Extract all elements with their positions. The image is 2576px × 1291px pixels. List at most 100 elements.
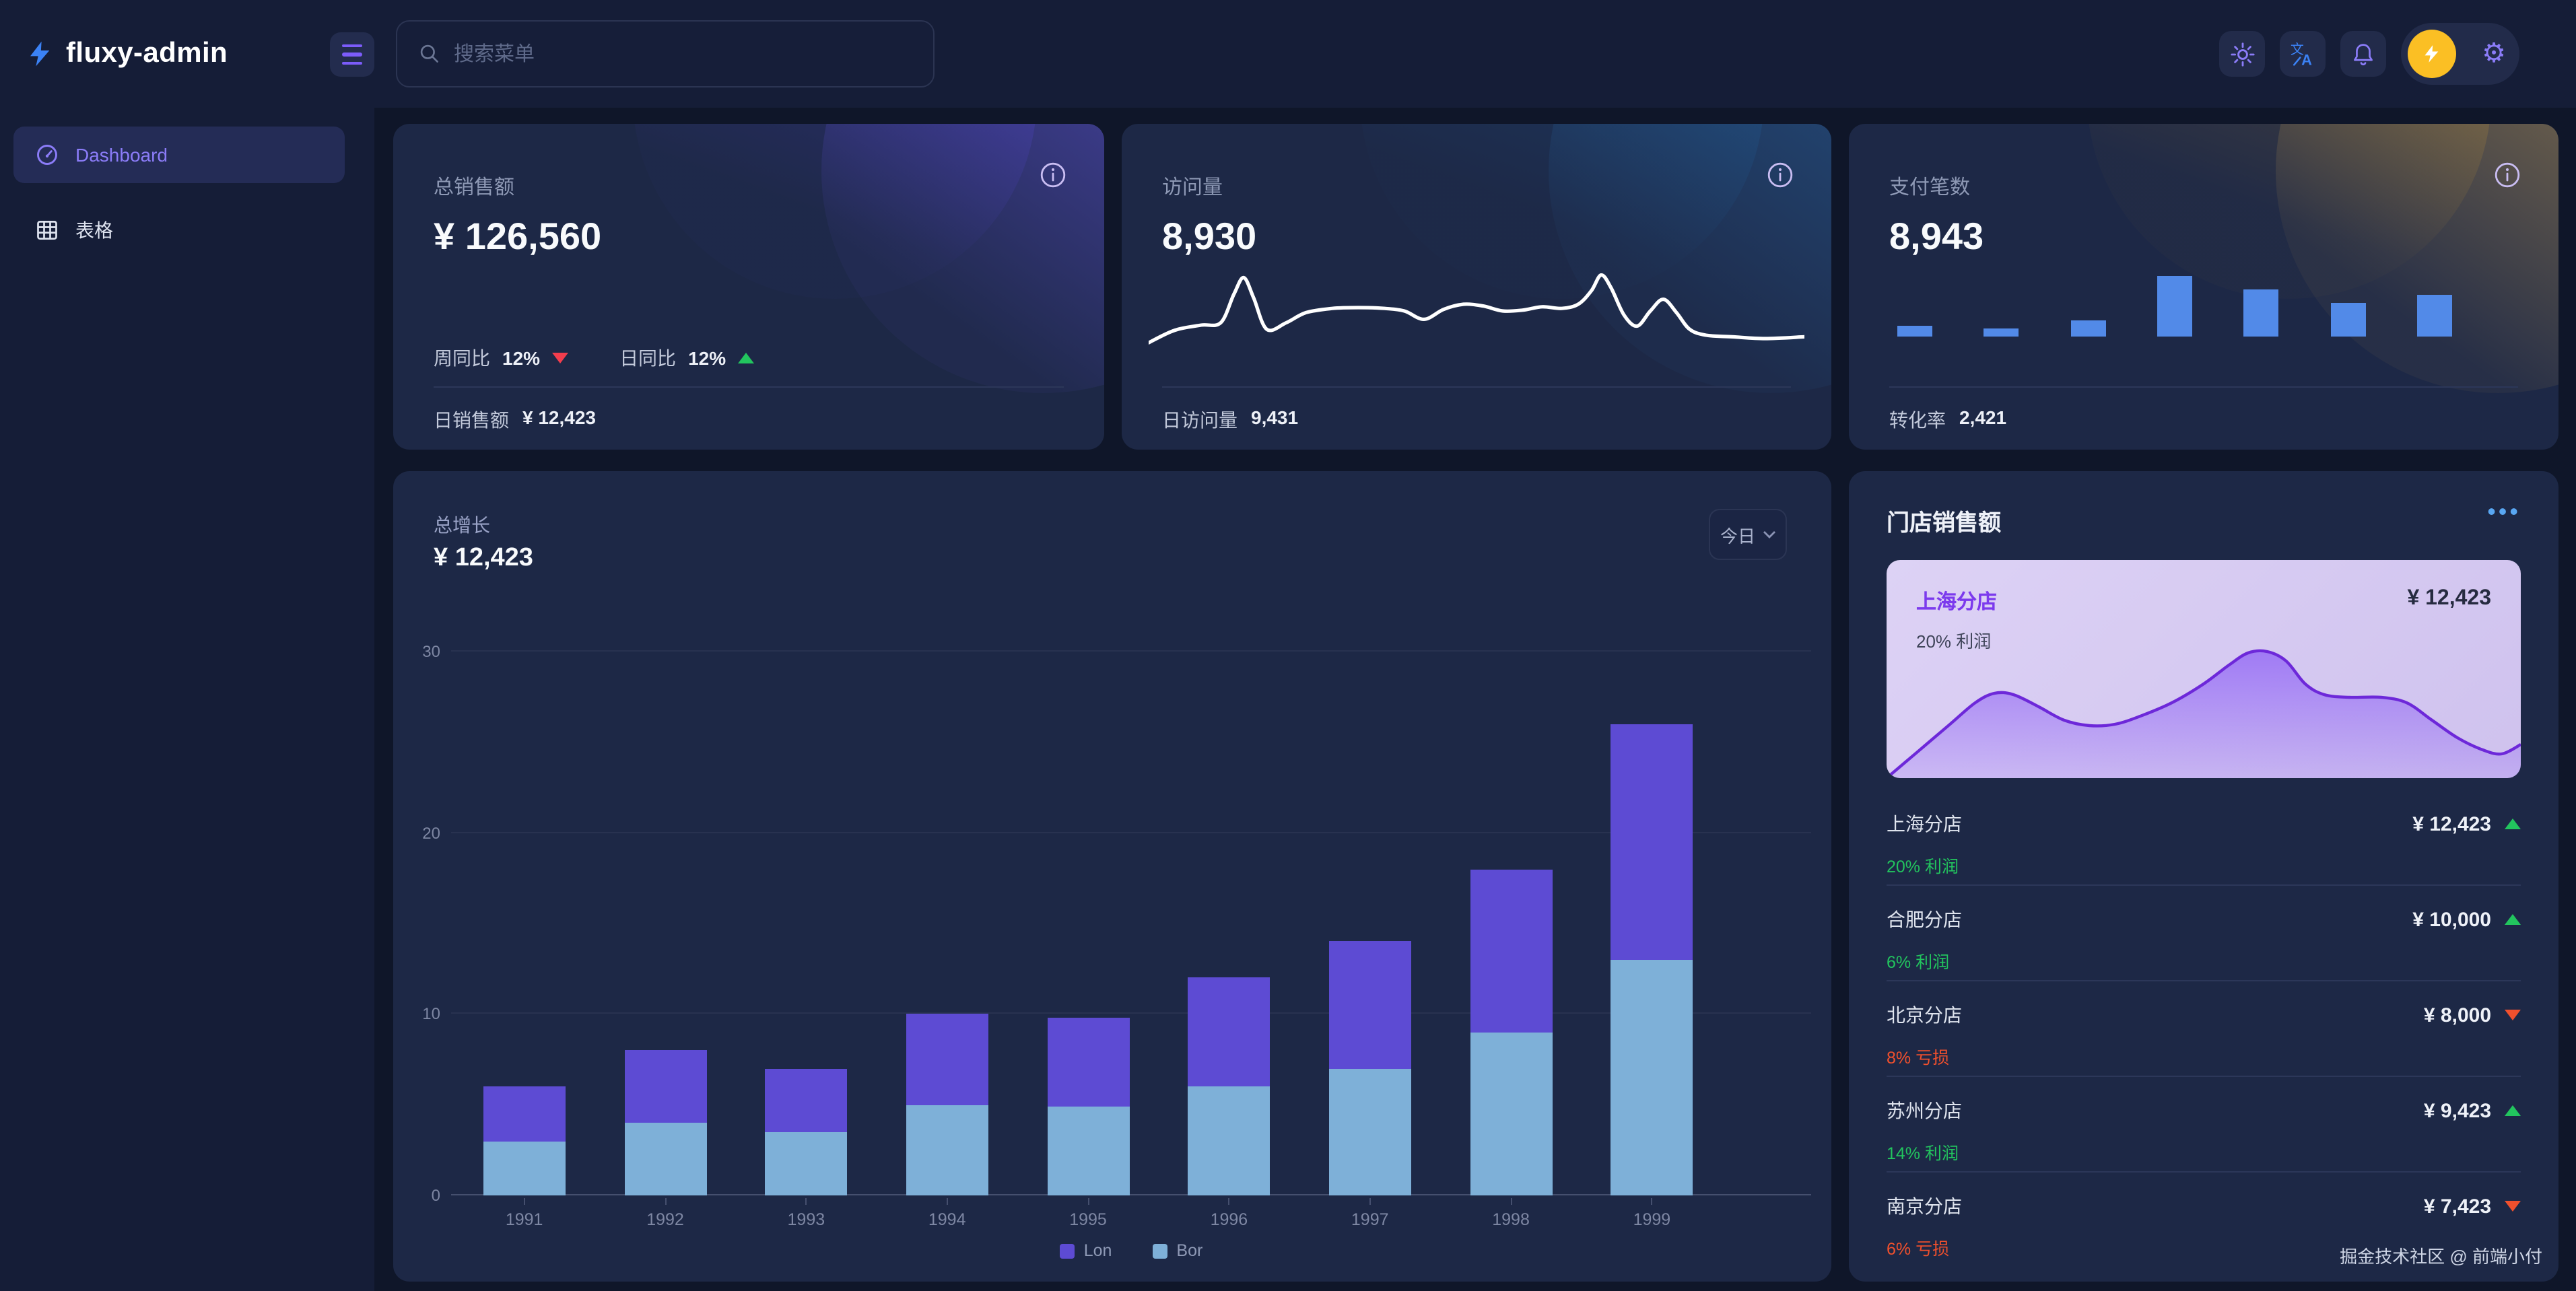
stat-card-total-sales: 总销售额 ¥ 126,560 周同比 12% 日同比 12% 日销售额 ¥ 12… [393, 124, 1104, 450]
x-tick-label: 1997 [1299, 1198, 1440, 1229]
visits-sparkline-chart [1149, 273, 1804, 345]
table-icon [37, 221, 57, 240]
x-tick-label: 1991 [454, 1198, 595, 1229]
growth-chart-card: 总增长 ¥ 12,423 今日 0 10 20 30 1991 1992 1993 1994… [393, 471, 1831, 1282]
divider [1889, 386, 2518, 388]
sidebar-item-label: 表格 [75, 219, 113, 241]
more-options-icon[interactable]: ••• [2487, 498, 2521, 525]
bar-1999 [1582, 652, 1722, 1195]
store-profit-label: 6% 利润 [1887, 953, 1950, 972]
store-row[interactable]: 南京分店 ¥ 7,423 6% 亏损 [1887, 1185, 2521, 1280]
store-row[interactable]: 北京分店 ¥ 8,000 8% 亏损 [1887, 993, 2521, 1089]
divider [434, 386, 1064, 388]
sun-icon [2230, 42, 2254, 66]
bar-1997 [1299, 652, 1440, 1195]
bar-1992 [595, 652, 735, 1195]
store-row[interactable]: 苏州分店 ¥ 9,423 14% 利润 [1887, 1089, 2521, 1185]
stat-footer-value: 9,431 [1251, 407, 1299, 428]
stat-footer-label: 转化率 [1889, 409, 1946, 431]
metric-daily: 日同比 12% [619, 345, 755, 372]
svg-text:文: 文 [2291, 42, 2304, 57]
store-row[interactable]: 上海分店 ¥ 12,423 20% 利润 [1887, 802, 2521, 898]
store-name: 南京分店 [1887, 1195, 1962, 1217]
info-icon[interactable] [1040, 162, 1066, 195]
sidebar-item-dashboard[interactable]: Dashboard [13, 127, 345, 183]
stat-card-visits: 访问量 8,930 日访问量 9,431 [1122, 124, 1831, 450]
trend-down-icon [2505, 1010, 2521, 1020]
stat-card-payments: 支付笔数 8,943 转化率 2,421 [1849, 124, 2558, 450]
header-actions: 文 A ⚙ [2219, 0, 2519, 108]
store-sales-panel: 门店销售额 ••• 上海分店 ¥ 12,423 20% 利润 上海分店 [1849, 471, 2558, 1282]
sidebar-item-table[interactable]: 表格 [13, 202, 345, 258]
divider [1162, 386, 1791, 388]
trend-up-icon [2505, 1105, 2521, 1116]
legend-item-Lon[interactable]: Lon [1059, 1241, 1112, 1260]
store-name: 北京分店 [1887, 1004, 1962, 1026]
user-settings-pill[interactable]: ⚙ [2401, 23, 2519, 85]
sidebar: fluxy-admin Dashboard 表格 [0, 0, 374, 1291]
info-icon[interactable] [1767, 162, 1794, 195]
featured-store-area-chart [1887, 649, 2521, 778]
stat-title: 总销售额 [434, 176, 515, 199]
panel-title: 门店销售额 [1887, 510, 2001, 536]
stat-title: 支付笔数 [1889, 176, 1971, 199]
bar-1995 [1017, 652, 1158, 1195]
store-row[interactable]: 合肥分店 ¥ 10,000 6% 利润 [1887, 898, 2521, 993]
trend-down-icon [552, 353, 569, 363]
x-tick-label: 1992 [595, 1198, 735, 1229]
date-range-value: 今日 [1720, 526, 1755, 546]
stat-footer-label: 日访问量 [1162, 409, 1238, 431]
trend-up-icon [2505, 818, 2521, 829]
stat-value: ¥ 126,560 [434, 215, 602, 257]
store-value: ¥ 12,423 [2412, 812, 2491, 835]
translate-icon: 文 A [2291, 42, 2312, 67]
search-icon [420, 44, 438, 63]
x-tick-label: 1999 [1582, 1198, 1722, 1229]
store-value: ¥ 7,423 [2423, 1195, 2491, 1218]
store-loss-label: 8% 亏损 [1887, 1049, 1950, 1068]
metric-label: 周同比 [434, 347, 490, 369]
sidebar-item-label: Dashboard [75, 144, 168, 166]
stat-footer-value: 2,421 [1959, 407, 2007, 428]
chevron-down-icon [1763, 531, 1775, 538]
legend-item-Bor[interactable]: Bor [1152, 1241, 1202, 1260]
x-tick-label: 1996 [1159, 1198, 1299, 1229]
bell-icon [2354, 43, 2373, 65]
stat-value: 8,943 [1889, 215, 1984, 257]
x-tick-label: 1995 [1017, 1198, 1158, 1229]
notifications-button[interactable] [2340, 31, 2386, 77]
store-list: 上海分店 ¥ 12,423 20% 利润 合肥分店 ¥ 10,000 6% 利 [1887, 802, 2521, 1280]
info-icon[interactable] [2494, 162, 2521, 195]
settings-gear-icon[interactable]: ⚙ [2482, 39, 2506, 69]
payments-minibar-chart [1897, 275, 2452, 337]
search-input[interactable] [454, 42, 912, 65]
user-avatar[interactable] [2408, 30, 2456, 78]
bar-1996 [1159, 652, 1299, 1195]
search-box[interactable] [396, 20, 935, 88]
metric-label: 日同比 [619, 347, 677, 369]
bar-1993 [736, 652, 877, 1195]
stat-value: 8,930 [1162, 215, 1257, 257]
stacked-bar-series [454, 652, 1722, 1195]
chart-x-axis: 1991 1992 1993 1994 1995 1996 1997 1998 1999 [454, 1198, 1722, 1229]
store-loss-label: 6% 亏损 [1887, 1240, 1950, 1259]
sidebar-collapse-button[interactable] [330, 32, 374, 77]
bar-1998 [1440, 652, 1581, 1195]
trend-up-icon [738, 353, 755, 363]
language-button[interactable]: 文 A [2280, 31, 2326, 77]
store-name: 苏州分店 [1887, 1100, 1962, 1121]
stat-footer-label: 日销售额 [434, 409, 509, 431]
theme-toggle-button[interactable] [2219, 31, 2265, 77]
date-range-select[interactable]: 今日 [1709, 509, 1787, 560]
x-tick-label: 1993 [736, 1198, 877, 1229]
brand-name: fluxy-admin [66, 38, 228, 69]
credit-text: 掘金技术社区 @ 前端小付 [2340, 1247, 2542, 1267]
chart-title: 总增长 [434, 514, 490, 536]
top-header [0, 0, 2576, 108]
featured-store-name: 上海分店 [1916, 591, 1998, 614]
chart-gridlines: 0 10 20 30 [422, 642, 1811, 1205]
metric-value: 12% [502, 347, 541, 369]
stat-footer-value: ¥ 12,423 [522, 407, 596, 428]
trend-down-icon [2505, 1201, 2521, 1212]
